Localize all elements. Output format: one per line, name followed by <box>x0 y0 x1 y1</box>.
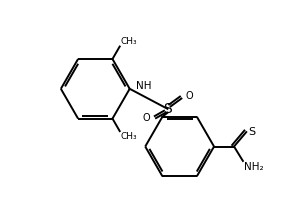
Text: CH₃: CH₃ <box>120 37 137 46</box>
Text: S: S <box>163 102 172 116</box>
Text: NH₂: NH₂ <box>244 162 264 172</box>
Text: O: O <box>186 91 193 101</box>
Text: CH₃: CH₃ <box>120 132 137 141</box>
Text: O: O <box>143 113 150 123</box>
Text: NH: NH <box>136 81 152 91</box>
Text: S: S <box>248 127 255 137</box>
